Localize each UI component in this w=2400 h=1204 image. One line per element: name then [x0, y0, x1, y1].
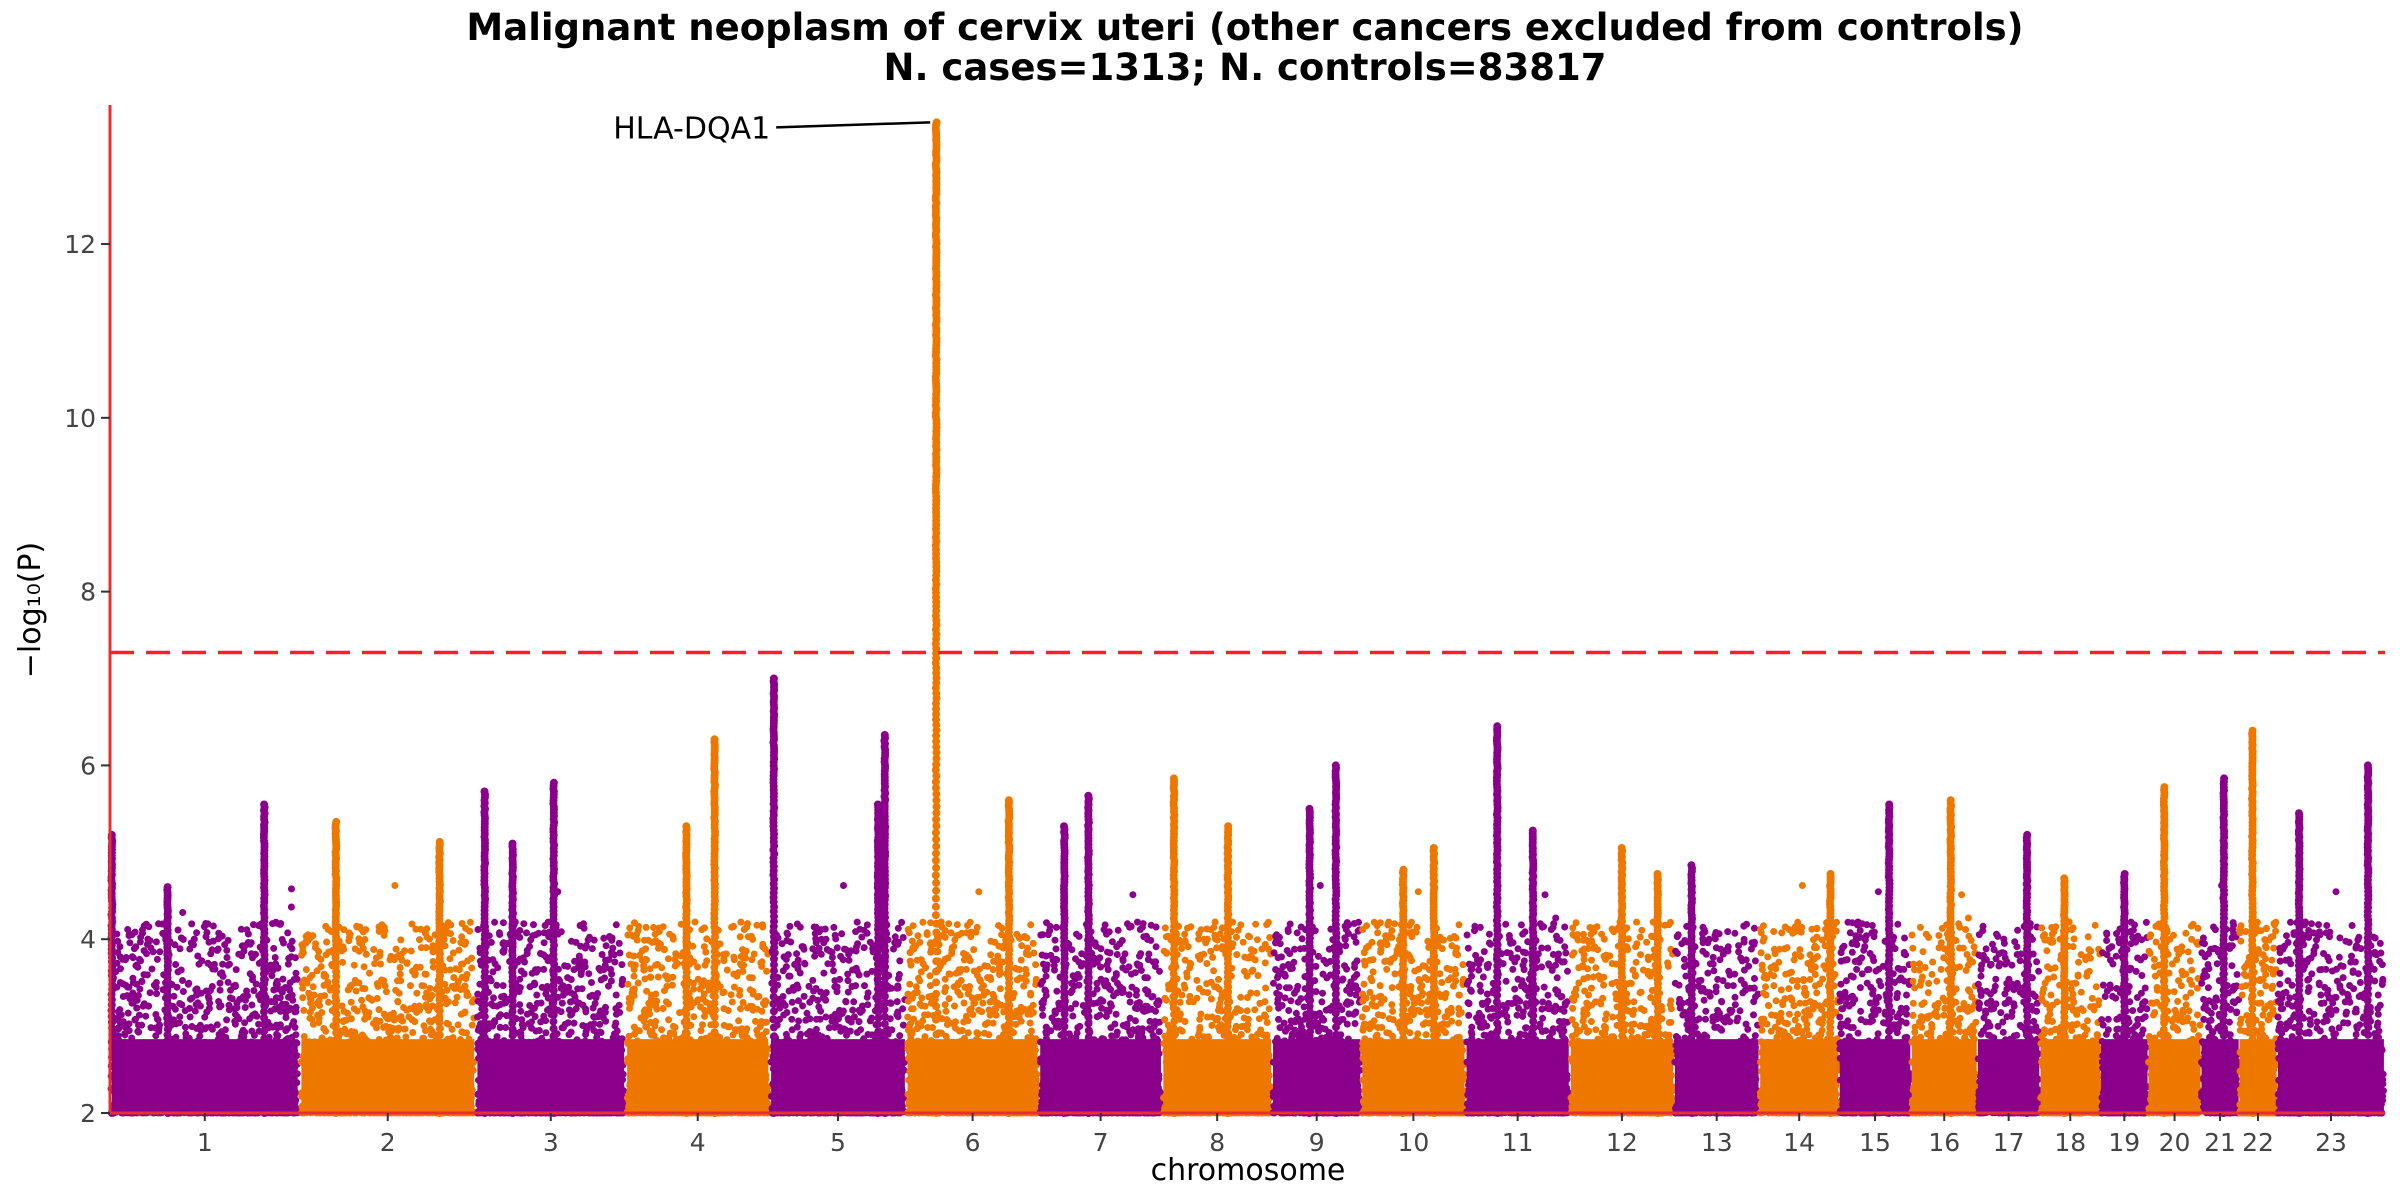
x-tick-label-chr-17: 17 [1993, 1128, 2025, 1157]
point-band-chr-9 [1273, 1039, 1361, 1113]
x-tick-label-chr-6: 6 [965, 1128, 981, 1157]
y-tick-label: 2 [80, 1099, 96, 1128]
x-tick-label-chr-11: 11 [1502, 1128, 1534, 1157]
point-band-chr-6 [907, 1039, 1038, 1113]
point-band-chr-14 [1760, 1039, 1839, 1113]
annotation-leader-line [776, 121, 931, 129]
peak-chr-11-0 [1492, 722, 1502, 1117]
peak-chr-15-0 [1884, 800, 1894, 1117]
y-axis-ticks: 2 4 6 8 10 12 [64, 230, 110, 1128]
peak-chr-16-0 [1946, 796, 1956, 1117]
x-tick-label-chr-1: 1 [197, 1128, 213, 1157]
peak-chr-7-0 [1084, 791, 1093, 1117]
y-tick-label: 6 [80, 751, 96, 780]
peak-chr-17-0 [2022, 830, 2032, 1117]
peak-chr-21-0 [2219, 774, 2229, 1117]
chart-title: Malignant neoplasm of cervix uteri (othe… [466, 6, 2023, 49]
peak-chr-6-0 [931, 118, 941, 1117]
peak-chr-9-0 [1331, 761, 1341, 1117]
peak-chr-8-1 [1223, 822, 1233, 1117]
peak-chr-3-1 [549, 778, 559, 1117]
peak-chr-3-0 [480, 787, 490, 1117]
x-tick-label-chr-4: 4 [690, 1128, 706, 1157]
point-band-chr-8 [1163, 1039, 1272, 1113]
peak-chr-2-0 [331, 817, 341, 1117]
x-tick-label-chr-23: 23 [2315, 1128, 2347, 1157]
peak-chr-10-0 [1429, 844, 1439, 1117]
x-tick-label-chr-10: 10 [1397, 1128, 1429, 1157]
peak-chr-5-2 [873, 800, 883, 1117]
peak-chr-3-2 [508, 839, 517, 1117]
x-tick-label-chr-22: 22 [2242, 1128, 2274, 1157]
x-tick-label-chr-2: 2 [380, 1128, 396, 1157]
peak-chr-2-1 [435, 837, 444, 1117]
peak-chr-12-0 [1617, 844, 1627, 1117]
peak-chr-23-0 [2363, 761, 2373, 1117]
peak-chr-13-0 [1687, 861, 1696, 1117]
x-tick-label-chr-18: 18 [2054, 1128, 2086, 1157]
peak-chr-19-0 [2119, 870, 2129, 1117]
peak-chr-1-2 [163, 883, 172, 1117]
x-tick-label-chr-13: 13 [1701, 1128, 1733, 1157]
y-tick-label: 10 [64, 404, 96, 433]
point-band-chr-1 [111, 1039, 298, 1113]
point-band-chr-10 [1362, 1039, 1465, 1113]
x-tick-label-chr-14: 14 [1783, 1128, 1815, 1157]
peak-chr-8-0 [1169, 774, 1179, 1117]
peak-chr-23-1 [2294, 809, 2304, 1117]
point-band-chr-20 [2148, 1039, 2201, 1113]
point-band-chr-7 [1040, 1039, 1161, 1113]
x-tick-label-chr-20: 20 [2159, 1128, 2191, 1157]
point-band-chr-4 [627, 1039, 769, 1113]
x-tick-label-chr-12: 12 [1606, 1128, 1638, 1157]
peak-chr-5-1 [880, 731, 890, 1117]
y-tick-label: 12 [64, 230, 96, 259]
x-axis-ticks: 1 2 3 4 5 6 7 8 9 10 11 12 13 14 15 16 17 18 19 20 21 22 23 [197, 1113, 2347, 1157]
y-tick-label: 4 [80, 925, 96, 954]
x-tick-label-chr-9: 9 [1309, 1128, 1325, 1157]
peak-chr-6-1 [1004, 796, 1014, 1117]
peak-chr-5-0 [769, 674, 779, 1117]
point-band-chr-11 [1466, 1039, 1569, 1113]
x-tick-label-chr-8: 8 [1209, 1128, 1225, 1157]
x-axis-label: chromosome [1151, 1153, 1346, 1188]
data-points [107, 118, 2387, 1117]
point-band-chr-15 [1839, 1039, 1911, 1113]
x-tick-label-chr-5: 5 [830, 1128, 846, 1157]
point-band-chr-21 [2201, 1039, 2239, 1113]
peak-chr-1-1 [259, 800, 269, 1117]
peak-chr-7-1 [1060, 822, 1069, 1117]
point-band-chr-13 [1674, 1039, 1759, 1113]
y-tick-label: 8 [80, 578, 96, 607]
peak-chr-9-1 [1305, 804, 1315, 1117]
x-tick-label-chr-7: 7 [1093, 1128, 1109, 1157]
annotation-label-hla-dqa1: HLA-DQA1 [613, 111, 770, 146]
peak-chr-14-0 [1826, 870, 1835, 1117]
peak-chr-12-1 [1653, 870, 1662, 1117]
y-axis-label: −log₁₀(P) [13, 542, 48, 678]
x-tick-label-chr-15: 15 [1859, 1128, 1891, 1157]
peak-chr-10-1 [1398, 865, 1408, 1117]
point-band-chr-22 [2239, 1039, 2277, 1113]
x-tick-label-chr-3: 3 [543, 1128, 559, 1157]
point-band-chr-16 [1911, 1039, 1977, 1113]
peak-chr-11-1 [1528, 826, 1538, 1117]
peak-chr-4-1 [682, 822, 691, 1117]
x-tick-label-chr-16: 16 [1928, 1128, 1960, 1157]
peak-chr-18-0 [2060, 874, 2069, 1117]
peak-chr-20-0 [2159, 783, 2169, 1117]
x-tick-label-chr-19: 19 [2108, 1128, 2140, 1157]
point-band-chr-18 [2040, 1039, 2101, 1113]
peak-chr-22-0 [2248, 726, 2257, 1117]
x-tick-label-chr-21: 21 [2204, 1128, 2236, 1157]
annotations: HLA-DQA1 [613, 111, 931, 146]
point-band-chr-2 [301, 1039, 475, 1113]
peak-chr-4-0 [710, 735, 719, 1117]
chart-subtitle: N. cases=1313; N. controls=83817 [884, 46, 1607, 89]
